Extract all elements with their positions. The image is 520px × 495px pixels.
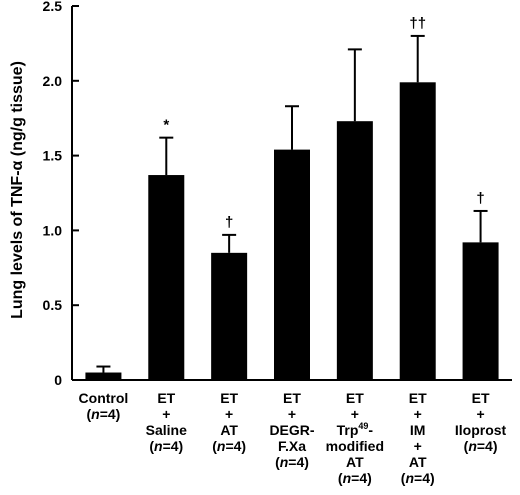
- y-axis-label-group: Lung levels of TNF-α (ng/g tissue): [9, 61, 26, 319]
- bar: [211, 252, 248, 380]
- x-category-label: ET+AT(n=4): [212, 390, 246, 454]
- x-category-label-line: Trp49-: [337, 421, 374, 438]
- x-category-label-line: ET: [283, 390, 301, 406]
- y-axis-label: Lung levels of TNF-α (ng/g tissue): [9, 61, 26, 319]
- x-category-label-line: +: [225, 406, 233, 422]
- x-category-label-line: (n=4): [464, 438, 498, 454]
- x-category-label-line: Control: [79, 390, 129, 406]
- x-category-label-line: DEGR-: [269, 422, 314, 438]
- x-category-label-line: (n=4): [212, 438, 246, 454]
- x-category-label-line: ET: [220, 390, 238, 406]
- x-axis-labels: Control(n=4)ET+Saline(n=4)ET+AT(n=4)ET+D…: [79, 390, 507, 486]
- bar: [399, 82, 436, 381]
- y-tick-label: 1.5: [43, 148, 63, 164]
- y-tick-label: 2.5: [43, 0, 63, 14]
- significance-mark: †: [476, 190, 484, 207]
- x-category-label-line: +: [414, 438, 422, 454]
- y-tick-label: 0.5: [43, 297, 63, 313]
- x-category-label-line: +: [288, 406, 296, 422]
- x-category-label-line: AT: [220, 422, 238, 438]
- x-category-label-line: (n=4): [86, 406, 120, 422]
- x-category-label: ET+Iloprost(n=4): [455, 390, 507, 454]
- x-category-label-line: +: [162, 406, 170, 422]
- x-category-label-line: IM: [410, 422, 426, 438]
- x-category-label-line: (n=4): [401, 470, 435, 486]
- significance-mark: †: [225, 214, 233, 231]
- x-category-label-line: AT: [409, 454, 427, 470]
- bars: *††††: [85, 15, 499, 381]
- x-category-label: ET+Saline(n=4): [146, 390, 187, 454]
- bar: [85, 372, 122, 380]
- x-category-label-line: ET: [157, 390, 175, 406]
- x-category-label-line: (n=4): [149, 438, 183, 454]
- x-category-label: ET+DEGR-F.Xa(n=4): [269, 390, 314, 470]
- bar: [462, 242, 499, 380]
- x-category-label-line: AT: [346, 454, 364, 470]
- significance-mark: ††: [409, 15, 426, 32]
- x-category-label-line: Iloprost: [455, 422, 507, 438]
- bar: [148, 175, 185, 380]
- x-category-label-line: modified: [326, 438, 384, 454]
- x-category-label-line: ET: [346, 390, 364, 406]
- x-category-label-line: (n=4): [338, 470, 372, 486]
- x-category-label-line: ET: [409, 390, 427, 406]
- bar: [336, 121, 373, 380]
- x-category-label-line: Saline: [146, 422, 187, 438]
- x-category-label-line: (n=4): [275, 454, 309, 470]
- x-category-label-line: +: [351, 406, 359, 422]
- x-category-label: Control(n=4): [79, 390, 129, 422]
- y-axis-ticks: 0 0.5 1.0 1.5 2.0 2.5: [43, 0, 79, 388]
- x-category-label-line: +: [476, 406, 484, 422]
- x-category-label-line: F.Xa: [278, 438, 306, 454]
- x-category-label-line: ET: [472, 390, 490, 406]
- x-category-label-line: +: [414, 406, 422, 422]
- y-tick-label: 1.0: [43, 222, 63, 238]
- x-category-label: ET+IM+AT(n=4): [401, 390, 435, 486]
- significance-mark: *: [163, 117, 169, 134]
- y-tick-label: 0: [54, 372, 62, 388]
- y-tick-label: 2.0: [43, 73, 63, 89]
- bar: [274, 149, 310, 380]
